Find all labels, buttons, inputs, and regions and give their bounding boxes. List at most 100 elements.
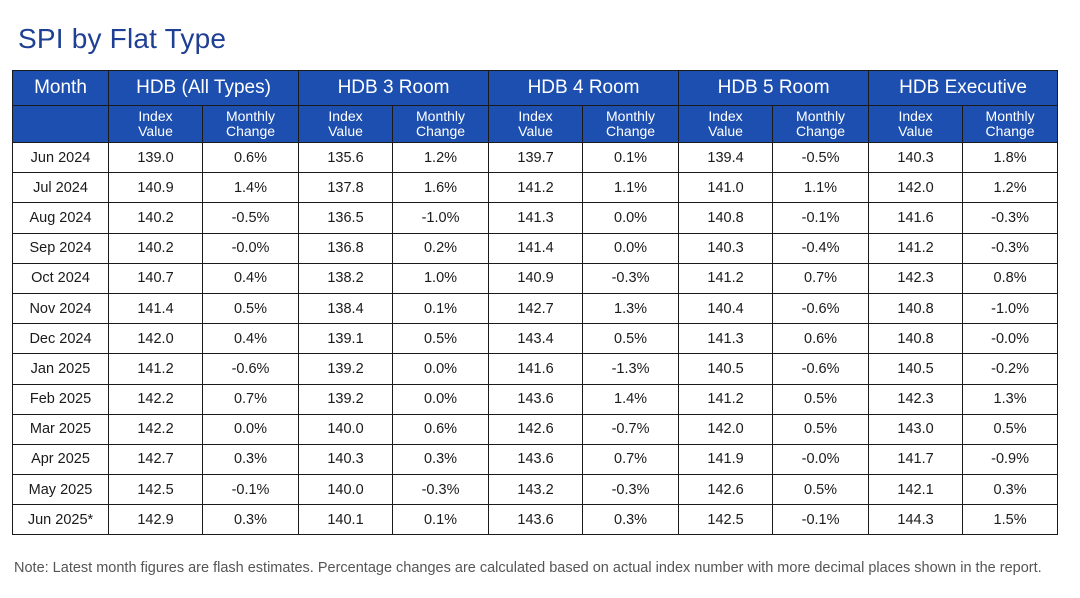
monthly-change-cell: 1.6% bbox=[392, 172, 490, 204]
monthly-change-cell: 0.0% bbox=[582, 232, 680, 264]
index-value-cell: 136.8 bbox=[298, 232, 394, 264]
index-value-cell: 141.2 bbox=[678, 383, 774, 415]
table-row: Oct 2024 140.7 0.4% 138.2 1.0% 140.9 -0.3% 141.… bbox=[12, 262, 1059, 294]
monthly-change-subheader: Monthly Change bbox=[772, 105, 870, 143]
index-value-cell: 139.2 bbox=[298, 383, 394, 415]
index-value-cell: 142.0 bbox=[868, 172, 964, 204]
index-value-subheader: Index Value bbox=[488, 105, 584, 143]
monthly-change-cell: 1.8% bbox=[962, 141, 1059, 174]
index-value-cell: 141.0 bbox=[678, 172, 774, 204]
table-row: Apr 2025 142.7 0.3% 140.3 0.3% 143.6 0.7% 141.9… bbox=[12, 443, 1059, 476]
index-value-cell: 142.6 bbox=[488, 413, 584, 445]
monthly-change-cell: 0.0% bbox=[392, 383, 490, 415]
index-value-cell: 143.0 bbox=[868, 413, 964, 445]
monthly-change-subheader: Monthly Change bbox=[962, 105, 1059, 143]
group-header-executive: HDB Executive bbox=[868, 70, 1059, 106]
monthly-change-cell: -1.3% bbox=[582, 353, 680, 385]
monthly-change-cell: -0.3% bbox=[962, 232, 1059, 264]
index-value-cell: 141.4 bbox=[108, 292, 203, 325]
monthly-change-cell: 0.3% bbox=[201, 443, 300, 476]
index-value-cell: 143.6 bbox=[488, 443, 584, 476]
monthly-change-subheader: Monthly Change bbox=[582, 105, 680, 143]
monthly-change-cell: -0.5% bbox=[201, 202, 300, 234]
monthly-change-cell: 0.3% bbox=[962, 474, 1059, 506]
table-body: Jun 2024 139.0 0.6% 135.6 1.2% 139.7 0.1% 139.4… bbox=[12, 141, 1059, 536]
index-value-cell: 142.5 bbox=[678, 504, 774, 536]
monthly-change-cell: 1.5% bbox=[962, 504, 1059, 536]
monthly-change-cell: -0.6% bbox=[772, 292, 870, 325]
index-value-cell: 142.0 bbox=[108, 323, 203, 355]
table-row: Aug 2024 140.2 -0.5% 136.5 -1.0% 141.3 0.0% 140… bbox=[12, 202, 1059, 234]
monthly-change-cell: -0.0% bbox=[962, 323, 1059, 355]
index-value-cell: 138.4 bbox=[298, 292, 394, 325]
index-value-cell: 143.6 bbox=[488, 383, 584, 415]
index-value-cell: 136.5 bbox=[298, 202, 394, 234]
index-value-cell: 141.6 bbox=[488, 353, 584, 385]
month-header: Month bbox=[12, 70, 109, 106]
table-row: Sep 2024 140.2 -0.0% 136.8 0.2% 141.4 0.0% 140.… bbox=[12, 232, 1059, 264]
month-cell: Apr 2025 bbox=[12, 443, 109, 476]
index-value-cell: 142.0 bbox=[678, 413, 774, 445]
monthly-change-cell: 0.7% bbox=[201, 383, 300, 415]
index-value-cell: 143.2 bbox=[488, 474, 584, 506]
index-value-subheader: Index Value bbox=[108, 105, 203, 143]
monthly-change-cell: 0.5% bbox=[772, 474, 870, 506]
month-cell: Feb 2025 bbox=[12, 383, 109, 415]
monthly-change-cell: 0.6% bbox=[201, 141, 300, 174]
monthly-change-subheader: Monthly Change bbox=[201, 105, 300, 143]
monthly-change-cell: -1.0% bbox=[392, 202, 490, 234]
index-value-cell: 142.7 bbox=[108, 443, 203, 476]
table-row: Jan 2025 141.2 -0.6% 139.2 0.0% 141.6 -1.3% 140… bbox=[12, 353, 1059, 385]
index-value-cell: 142.3 bbox=[868, 383, 964, 415]
index-value-cell: 140.5 bbox=[868, 353, 964, 385]
index-value-cell: 138.2 bbox=[298, 262, 394, 294]
monthly-change-cell: 0.0% bbox=[582, 202, 680, 234]
month-cell: Oct 2024 bbox=[12, 262, 109, 294]
index-value-cell: 139.0 bbox=[108, 141, 203, 174]
monthly-change-cell: -0.4% bbox=[772, 232, 870, 264]
monthly-change-cell: 0.2% bbox=[392, 232, 490, 264]
monthly-change-cell: -0.9% bbox=[962, 443, 1059, 476]
index-value-cell: 141.2 bbox=[108, 353, 203, 385]
monthly-change-cell: 1.4% bbox=[201, 172, 300, 204]
index-value-cell: 141.3 bbox=[678, 323, 774, 355]
monthly-change-cell: 1.4% bbox=[582, 383, 680, 415]
index-value-subheader: Index Value bbox=[868, 105, 964, 143]
table-row: May 2025 142.5 -0.1% 140.0 -0.3% 143.2 -0.3% 14… bbox=[12, 474, 1059, 506]
monthly-change-cell: 1.0% bbox=[392, 262, 490, 294]
index-value-cell: 142.9 bbox=[108, 504, 203, 536]
monthly-change-cell: 0.3% bbox=[392, 443, 490, 476]
monthly-change-cell: 0.8% bbox=[962, 262, 1059, 294]
index-value-cell: 137.8 bbox=[298, 172, 394, 204]
monthly-change-cell: 0.7% bbox=[772, 262, 870, 294]
index-value-cell: 140.4 bbox=[678, 292, 774, 325]
table-header: Month HDB (All Types) HDB 3 Room HDB 4 R… bbox=[12, 70, 1059, 143]
monthly-change-cell: 0.5% bbox=[772, 383, 870, 415]
index-value-cell: 140.3 bbox=[298, 443, 394, 476]
index-value-cell: 140.2 bbox=[108, 232, 203, 264]
index-value-cell: 140.3 bbox=[678, 232, 774, 264]
index-value-cell: 140.8 bbox=[868, 292, 964, 325]
monthly-change-cell: -0.1% bbox=[772, 504, 870, 536]
month-cell: Aug 2024 bbox=[12, 202, 109, 234]
index-value-cell: 139.2 bbox=[298, 353, 394, 385]
index-value-cell: 140.2 bbox=[108, 202, 203, 234]
table-row: Jul 2024 140.9 1.4% 137.8 1.6% 141.2 1.1% 141.0… bbox=[12, 172, 1059, 204]
index-value-cell: 142.1 bbox=[868, 474, 964, 506]
index-value-cell: 140.5 bbox=[678, 353, 774, 385]
index-value-cell: 144.3 bbox=[868, 504, 964, 536]
index-value-cell: 141.6 bbox=[868, 202, 964, 234]
table-row: Mar 2025 142.2 0.0% 140.0 0.6% 142.6 -0.7% 142.… bbox=[12, 413, 1059, 445]
index-value-cell: 140.8 bbox=[868, 323, 964, 355]
monthly-change-cell: 0.4% bbox=[201, 323, 300, 355]
table-row: Jun 2024 139.0 0.6% 135.6 1.2% 139.7 0.1% 139.4… bbox=[12, 141, 1059, 174]
index-value-subheader: Index Value bbox=[678, 105, 774, 143]
index-value-cell: 139.1 bbox=[298, 323, 394, 355]
monthly-change-cell: -0.2% bbox=[962, 353, 1059, 385]
monthly-change-cell: 0.0% bbox=[201, 413, 300, 445]
month-cell: Jul 2024 bbox=[12, 172, 109, 204]
monthly-change-cell: -0.1% bbox=[772, 202, 870, 234]
month-cell: May 2025 bbox=[12, 474, 109, 506]
month-cell: Jan 2025 bbox=[12, 353, 109, 385]
month-cell: Jun 2025* bbox=[12, 504, 109, 536]
